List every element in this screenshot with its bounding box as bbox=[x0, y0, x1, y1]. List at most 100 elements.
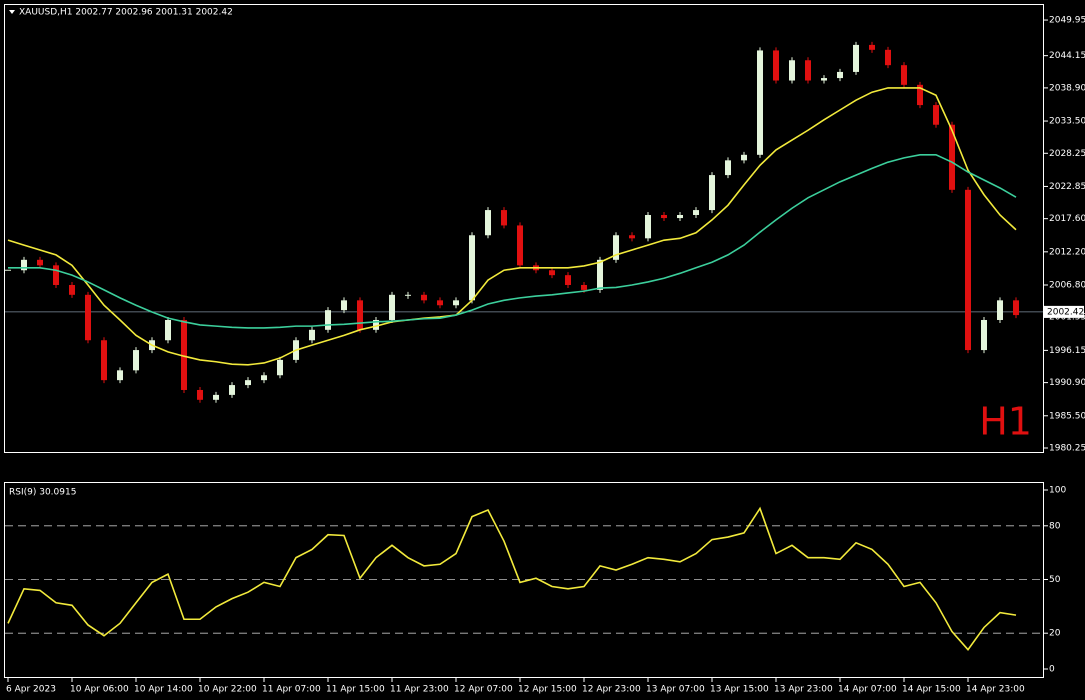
y-tick-label: 80 bbox=[1049, 521, 1061, 531]
candle bbox=[581, 284, 587, 290]
y-tick-label: 1990.90 bbox=[1049, 378, 1085, 388]
candle bbox=[277, 359, 283, 376]
candle bbox=[869, 44, 875, 50]
y-tick-label: 50 bbox=[1049, 575, 1061, 585]
x-tick-label: 14 Apr 07:00 bbox=[838, 685, 897, 695]
y-tick-label: 2028.25 bbox=[1049, 149, 1085, 159]
x-tick-label: 12 Apr 07:00 bbox=[454, 685, 513, 695]
candle bbox=[437, 300, 443, 306]
x-tick-label: 13 Apr 23:00 bbox=[774, 685, 833, 695]
candle bbox=[629, 235, 635, 239]
x-tick-label: 6 Apr 2023 bbox=[6, 685, 56, 695]
candle bbox=[453, 300, 459, 306]
candle bbox=[789, 60, 795, 81]
candle bbox=[597, 259, 603, 290]
candle bbox=[949, 124, 955, 190]
candle bbox=[805, 60, 811, 81]
candle bbox=[53, 265, 59, 285]
candle bbox=[373, 319, 379, 330]
candle bbox=[725, 160, 731, 176]
candle bbox=[21, 259, 27, 271]
candle bbox=[389, 294, 395, 320]
timeframe-label: H1 bbox=[979, 400, 1032, 444]
menu-arrow bbox=[9, 10, 15, 14]
candle bbox=[693, 210, 699, 215]
candle bbox=[133, 350, 139, 371]
candle bbox=[901, 65, 907, 85]
y-tick-label: 2033.50 bbox=[1049, 117, 1085, 127]
candle bbox=[341, 300, 347, 311]
candle bbox=[965, 189, 971, 351]
candle bbox=[213, 394, 219, 400]
candle bbox=[917, 84, 923, 106]
candle bbox=[405, 294, 411, 296]
candle bbox=[757, 50, 763, 155]
candle bbox=[101, 340, 107, 381]
candle bbox=[661, 214, 667, 219]
candle bbox=[645, 214, 651, 239]
x-tick-label: 11 Apr 23:00 bbox=[390, 685, 449, 695]
candle bbox=[933, 105, 939, 125]
moving-average bbox=[7, 87, 1017, 366]
y-tick-label: 2038.90 bbox=[1049, 83, 1085, 93]
x-tick-label: 11 Apr 07:00 bbox=[262, 685, 321, 695]
x-tick-label: 12 Apr 23:00 bbox=[582, 685, 641, 695]
candle bbox=[309, 329, 315, 341]
x-tick-label: 10 Apr 06:00 bbox=[70, 685, 129, 695]
candle bbox=[677, 214, 683, 219]
rsi-title: RSI(9) 30.0915 bbox=[9, 488, 76, 498]
candle bbox=[517, 225, 523, 266]
rsi-frame bbox=[4, 482, 1044, 678]
candle bbox=[181, 319, 187, 390]
candle bbox=[821, 78, 827, 81]
y-tick-label: 2017.60 bbox=[1049, 214, 1085, 224]
x-tick-label: 13 Apr 07:00 bbox=[646, 685, 705, 695]
candle bbox=[261, 375, 267, 381]
candle bbox=[1013, 300, 1019, 316]
x-tick-label: 12 Apr 15:00 bbox=[518, 685, 577, 695]
candle bbox=[357, 300, 363, 330]
x-tick-label: 10 Apr 14:00 bbox=[134, 685, 193, 695]
candle bbox=[885, 49, 891, 66]
candle bbox=[709, 175, 715, 211]
candle bbox=[69, 284, 75, 295]
y-tick-label: 1980.25 bbox=[1049, 444, 1085, 454]
y-tick-label: 20 bbox=[1049, 629, 1061, 639]
y-tick-label: 2012.20 bbox=[1049, 247, 1085, 257]
x-tick-label: 10 Apr 22:00 bbox=[198, 685, 257, 695]
x-tick-label: 14 Apr 15:00 bbox=[902, 685, 961, 695]
x-tick-label: 11 Apr 15:00 bbox=[326, 685, 385, 695]
candle bbox=[197, 389, 203, 400]
y-tick-label: 0 bbox=[1049, 665, 1055, 675]
candle bbox=[165, 319, 171, 341]
candle bbox=[981, 319, 987, 351]
candle bbox=[37, 259, 43, 266]
candle bbox=[85, 294, 91, 341]
candle bbox=[325, 310, 331, 330]
y-tick-label: 1985.50 bbox=[1049, 411, 1085, 421]
last-price-tag bbox=[1044, 305, 1084, 318]
y-tick-label: 2044.15 bbox=[1049, 51, 1085, 61]
last-price-label: 2002.42 bbox=[1047, 307, 1084, 317]
candle bbox=[613, 235, 619, 260]
y-tick-label: 2006.80 bbox=[1049, 280, 1085, 290]
y-tick-label: 1996.15 bbox=[1049, 346, 1085, 356]
x-tick-label: 14 Apr 23:00 bbox=[966, 685, 1025, 695]
candle bbox=[773, 50, 779, 81]
candle bbox=[741, 154, 747, 161]
candle bbox=[565, 275, 571, 285]
candle bbox=[853, 44, 859, 72]
x-tick-label: 13 Apr 15:00 bbox=[710, 685, 769, 695]
chart-title: XAUUSD,H1 2002.77 2002.96 2001.31 2002.4… bbox=[19, 8, 233, 18]
candle bbox=[837, 71, 843, 79]
candle bbox=[117, 370, 123, 381]
rsi-line bbox=[7, 506, 1017, 651]
candle bbox=[421, 294, 427, 301]
candle bbox=[501, 210, 507, 226]
y-tick-label: 2022.85 bbox=[1049, 182, 1085, 192]
candle bbox=[469, 235, 475, 301]
candle bbox=[245, 380, 251, 386]
